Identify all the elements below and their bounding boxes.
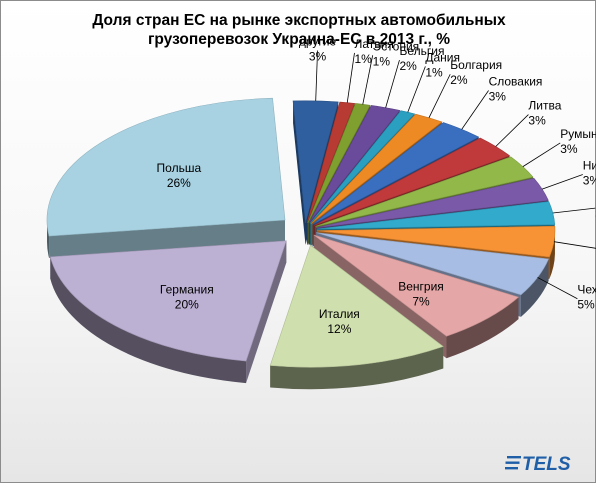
slice-label: Венгрия — [398, 279, 444, 293]
slice-value: 3% — [528, 114, 546, 128]
slice-value: 3% — [560, 142, 578, 156]
pie-slice-top — [310, 113, 443, 224]
pie-slice-top — [309, 110, 416, 224]
data-labels: другие3%Латвия1%Эстония1%Бельгия2%Дания1… — [157, 35, 596, 336]
slice-label: Германия — [160, 282, 214, 296]
slice-label: Дания — [425, 50, 460, 64]
slice-label: Нидерланды — [583, 158, 596, 172]
pie-slice-top — [46, 97, 286, 237]
pie-slice-top — [313, 234, 520, 337]
logo-text: TELS — [522, 454, 571, 475]
slice-label: Чехия — [577, 283, 596, 297]
chart-title-line-2: грузоперевозок Украина-ЕС в 2013 г., % — [147, 31, 451, 48]
leader-line — [553, 241, 596, 249]
pie-slice-16 — [49, 240, 287, 384]
slice-value: 20% — [175, 297, 199, 311]
pie-slice-top — [316, 225, 556, 258]
slice-value: 3% — [583, 173, 596, 187]
pie-slice-top — [314, 137, 511, 226]
slice-label: Эстония — [373, 39, 420, 53]
pie-slice-wall — [49, 220, 286, 259]
slice-label: Латвия — [354, 37, 393, 51]
leader-line — [461, 90, 489, 130]
slice-value: 1% — [373, 54, 391, 68]
pie-slice-side — [50, 256, 247, 384]
chart-title-line-1: Доля стран ЕС на рынке экспортных автомо… — [92, 12, 506, 29]
pie-slice-top — [292, 100, 339, 223]
slice-value: 2% — [399, 59, 417, 73]
pie-slice-side — [270, 346, 444, 390]
pie-slice-wall — [246, 240, 287, 384]
slice-value: 7% — [412, 294, 430, 308]
leader-line — [407, 66, 426, 113]
slice-value: 1% — [354, 52, 372, 66]
slice-label: другие — [299, 35, 337, 49]
leader-line — [385, 59, 400, 108]
slice-label: Италия — [319, 307, 360, 321]
slice-value: 3% — [309, 50, 327, 64]
leader-line — [522, 142, 561, 167]
leader-line — [495, 114, 529, 147]
slice-label: Польша — [157, 161, 202, 175]
leader-line — [362, 55, 374, 105]
pie-slice-top — [316, 177, 549, 229]
leader-line — [346, 52, 355, 103]
leader-line — [542, 174, 583, 190]
slice-label: Румыния — [560, 127, 596, 141]
pie-slice-top — [308, 105, 401, 224]
slice-value: 12% — [327, 322, 351, 336]
slice-label: Словакия — [489, 74, 543, 88]
pie-slice-17 — [46, 97, 286, 259]
leader-line — [552, 207, 596, 214]
slice-label: Литва — [528, 99, 561, 113]
pie-slice-side — [446, 297, 519, 359]
pie-slice-side — [549, 230, 555, 279]
pie-slice-15 — [269, 244, 444, 390]
slice-label: Болгария — [450, 58, 502, 72]
slice-label: Бельгия — [399, 44, 444, 58]
pie-slice-top — [316, 201, 556, 230]
tels-logo: TELS — [505, 454, 571, 475]
pie-slice-wall — [293, 100, 306, 245]
leader-line — [315, 50, 318, 101]
slice-value: 1% — [425, 65, 443, 79]
chart-title: Доля стран ЕС на рынке экспортных автомо… — [61, 11, 537, 49]
pie-slice-top — [315, 156, 534, 227]
pie-slice-top — [269, 244, 444, 368]
leader-line — [428, 74, 451, 118]
leader-line — [537, 277, 578, 300]
pie-slice-top — [49, 240, 287, 362]
pie-slice-side — [520, 258, 549, 317]
slice-value: 3% — [489, 89, 507, 103]
slice-value: 26% — [167, 176, 191, 190]
slice-value: 5% — [577, 298, 595, 312]
slice-value: 2% — [450, 73, 468, 87]
